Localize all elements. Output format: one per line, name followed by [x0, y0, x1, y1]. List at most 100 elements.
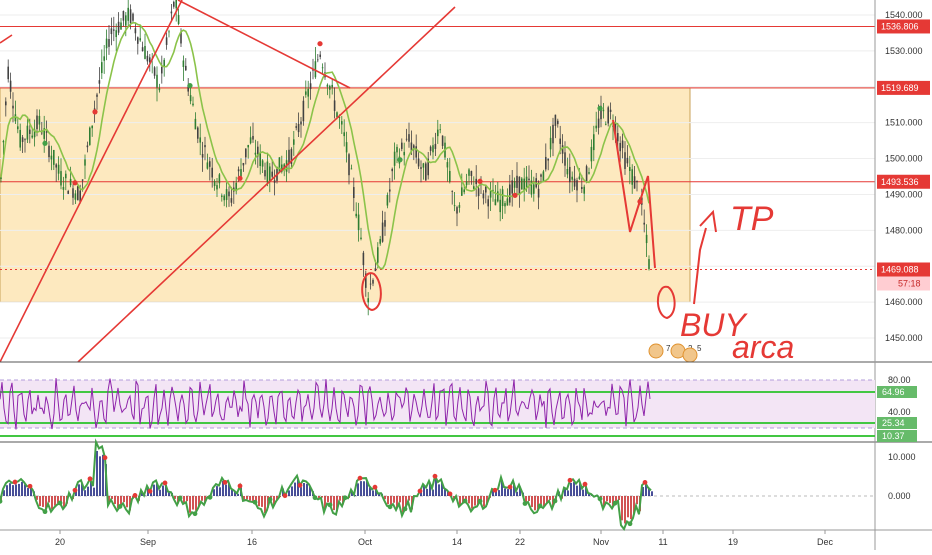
candle-body: [567, 169, 569, 174]
candle-body: [168, 31, 170, 32]
momentum-bar: [438, 484, 440, 496]
event-badge-icon[interactable]: [649, 344, 663, 358]
momentum-bar: [42, 496, 44, 507]
candle-body: [279, 157, 281, 172]
price-level-label: 1469.088: [881, 264, 919, 274]
candle-body: [204, 145, 206, 147]
momentum-bar: [216, 486, 218, 496]
candle-body: [3, 141, 5, 142]
momentum-bar: [624, 496, 626, 523]
event-badge-icon[interactable]: [683, 348, 697, 362]
candle-body: [269, 166, 271, 181]
candle-body: [605, 124, 607, 125]
momentum-bar: [87, 487, 89, 496]
candle-body: [7, 67, 9, 80]
momentum-dot: [343, 495, 348, 500]
candle-body: [147, 56, 149, 62]
momentum-dot: [88, 476, 93, 481]
momentum-tick-label: 0.000: [888, 491, 911, 501]
candle-body: [497, 191, 499, 201]
candle-body: [394, 152, 396, 166]
candle-body: [125, 15, 127, 25]
candle-body: [199, 137, 201, 142]
time-tick-label: 11: [658, 537, 667, 547]
candle-body: [550, 138, 552, 149]
candle-body: [627, 158, 629, 163]
candle-body: [478, 188, 480, 196]
candle-body: [487, 199, 489, 206]
candle-body: [31, 136, 33, 138]
event-badge-count: 5: [697, 344, 702, 353]
candle-body: [351, 168, 353, 169]
candle-body: [84, 159, 86, 165]
price-marker: [477, 179, 482, 184]
candle-body: [607, 107, 609, 123]
candle-body: [583, 187, 585, 194]
price-marker: [512, 193, 517, 198]
momentum-dot: [508, 485, 513, 490]
momentum-bar: [18, 484, 20, 496]
momentum-bar: [651, 491, 653, 496]
momentum-bar: [507, 489, 509, 496]
candle-body: [10, 81, 12, 92]
candle-body: [305, 91, 307, 94]
candle-body: [264, 170, 266, 176]
candle-body: [406, 139, 408, 140]
candle-body: [557, 121, 559, 124]
candle-body: [533, 184, 535, 193]
oscillator-panel[interactable]: [0, 378, 875, 436]
candle-body: [135, 28, 137, 33]
candle-body: [552, 125, 554, 143]
candle-body: [214, 181, 216, 186]
candle-body: [384, 220, 386, 227]
candle-body: [545, 157, 547, 169]
candle-body: [629, 167, 631, 171]
price-tick-label: 1510.000: [885, 118, 923, 128]
candle-body: [449, 171, 451, 182]
candle-body: [156, 75, 158, 88]
price-tick-label: 1540.000: [885, 10, 923, 20]
candle-body: [223, 196, 225, 201]
candle-body: [511, 180, 513, 193]
momentum-dot: [268, 497, 273, 502]
candle-body: [192, 104, 194, 106]
candle-body: [221, 196, 223, 197]
candle-body: [463, 189, 465, 192]
candle-body: [111, 28, 113, 34]
time-tick-label: 16: [247, 537, 257, 547]
momentum-dot: [493, 488, 498, 493]
momentum-bar: [504, 488, 506, 496]
candle-body: [579, 177, 581, 179]
momentum-bar: [510, 489, 512, 496]
momentum-bar: [225, 485, 227, 496]
price-tick-label: 1460.000: [885, 297, 923, 307]
candle-body: [22, 137, 24, 142]
candle-body: [454, 205, 456, 206]
candle-body: [317, 59, 319, 60]
momentum-dot: [583, 482, 588, 487]
candle-body: [617, 133, 619, 141]
candle-body: [197, 128, 199, 139]
candle-body: [183, 61, 185, 67]
momentum-bar: [27, 488, 29, 496]
momentum-dot: [613, 501, 618, 506]
candle-body: [271, 172, 273, 177]
event-badge-count: 7: [666, 344, 671, 353]
osc-tag-label: 25.34: [882, 418, 905, 428]
momentum-bar: [189, 496, 191, 513]
candle-body: [468, 169, 470, 175]
candle-body: [634, 176, 636, 188]
momentum-dot: [388, 504, 393, 509]
candle-body: [243, 163, 245, 165]
momentum-bar: [84, 490, 86, 496]
momentum-bar: [459, 496, 461, 505]
candle-body: [631, 169, 633, 184]
momentum-bar: [393, 496, 395, 503]
candle-body: [547, 159, 549, 161]
candle-body: [298, 124, 300, 132]
zone-label: arca: [732, 329, 794, 365]
momentum-dot: [433, 474, 438, 479]
candle-body: [240, 169, 242, 177]
